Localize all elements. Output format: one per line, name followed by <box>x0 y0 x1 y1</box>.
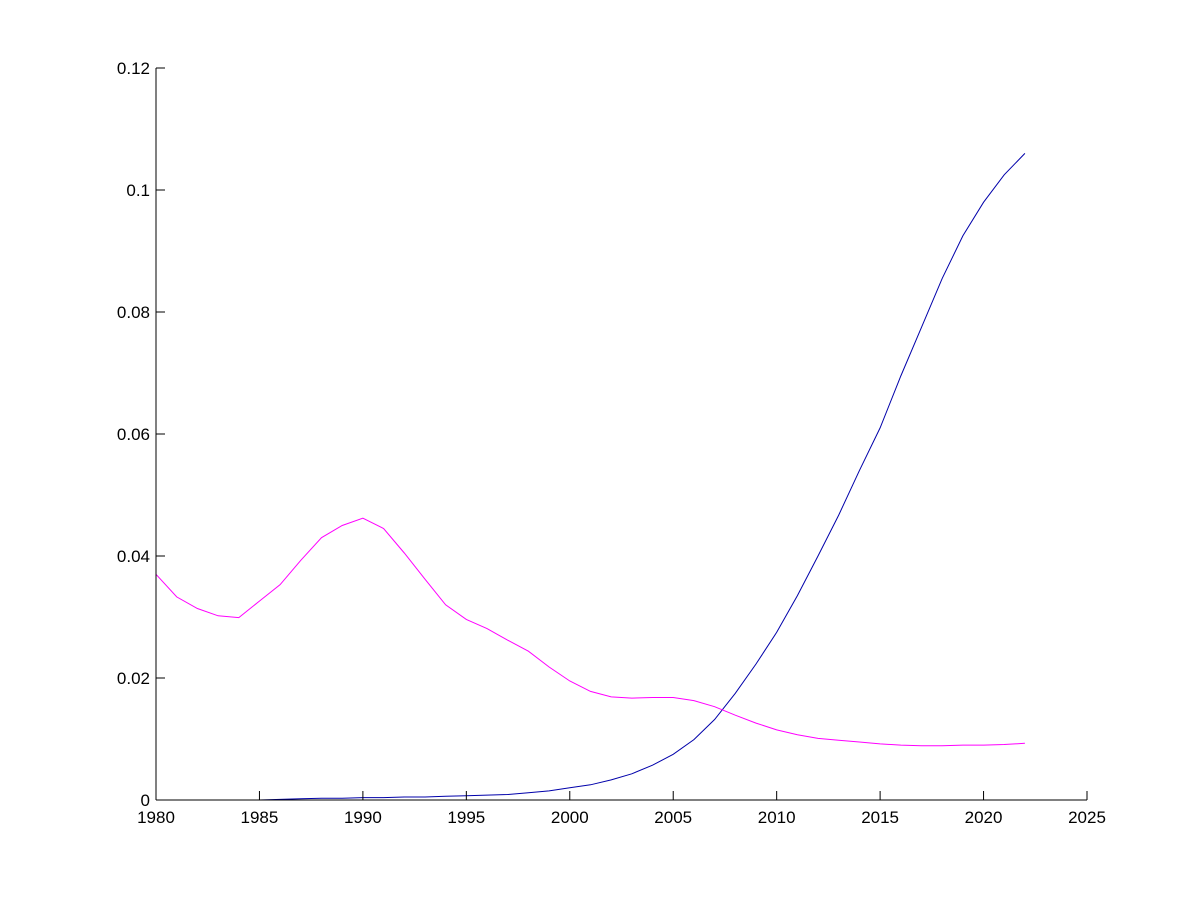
x-tick-label: 1980 <box>137 808 175 827</box>
y-tick-label: 0.08 <box>117 303 150 322</box>
y-tick-label: 0 <box>141 791 150 810</box>
series-line-1 <box>155 517 1025 747</box>
series-layer <box>155 153 1026 801</box>
series-line-0 <box>156 153 1026 801</box>
y-tick-label: 0.12 <box>117 59 150 78</box>
x-tick-label: 2025 <box>1068 808 1106 827</box>
y-tick-label: 0.02 <box>117 669 150 688</box>
y-tick-label: 0.04 <box>117 547 150 566</box>
x-tick-label: 1990 <box>344 808 382 827</box>
y-tick-label: 0.1 <box>126 181 150 200</box>
y-tick-label: 0.06 <box>117 425 150 444</box>
x-tick-label: 2015 <box>861 808 899 827</box>
x-tick-label: 1985 <box>241 808 279 827</box>
axes: 1980 1985 1990 1995 2000 2005 2010 2015 2020 2025… <box>117 59 1106 827</box>
x-tick-label: 2000 <box>551 808 589 827</box>
x-tick-label: 2010 <box>758 808 796 827</box>
x-tick-label: 2005 <box>654 808 692 827</box>
x-tick-label: 2020 <box>965 808 1003 827</box>
x-tick-label: 1995 <box>447 808 485 827</box>
